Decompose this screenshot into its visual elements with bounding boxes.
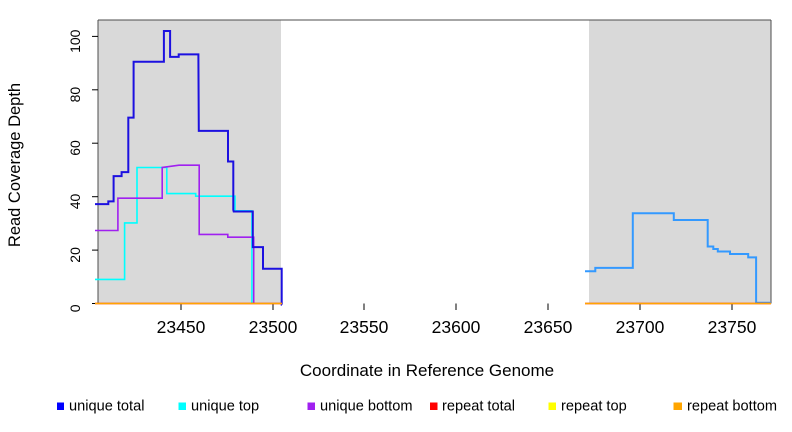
- svg-text:40: 40: [67, 194, 83, 210]
- svg-text:100: 100: [67, 29, 83, 53]
- svg-text:repeat top: repeat top: [561, 399, 627, 415]
- svg-text:23750: 23750: [708, 317, 757, 337]
- svg-text:23650: 23650: [524, 317, 573, 337]
- svg-text:23500: 23500: [249, 317, 298, 337]
- svg-text:80: 80: [67, 87, 83, 103]
- svg-text:23700: 23700: [616, 317, 665, 337]
- svg-text:23550: 23550: [340, 317, 389, 337]
- svg-text:23600: 23600: [432, 317, 481, 337]
- svg-text:0: 0: [67, 304, 83, 312]
- svg-text:23450: 23450: [157, 317, 206, 337]
- svg-text:60: 60: [67, 140, 83, 156]
- svg-text:repeat total: repeat total: [442, 399, 515, 415]
- svg-text:repeat bottom: repeat bottom: [687, 399, 777, 415]
- svg-text:unique total: unique total: [69, 399, 144, 415]
- svg-text:unique bottom: unique bottom: [320, 399, 413, 415]
- svg-text:20: 20: [67, 247, 83, 263]
- svg-text:Coordinate in Reference Genome: Coordinate in Reference Genome: [300, 361, 554, 380]
- svg-text:Read Coverage Depth: Read Coverage Depth: [6, 83, 24, 247]
- svg-text:unique top: unique top: [191, 399, 259, 415]
